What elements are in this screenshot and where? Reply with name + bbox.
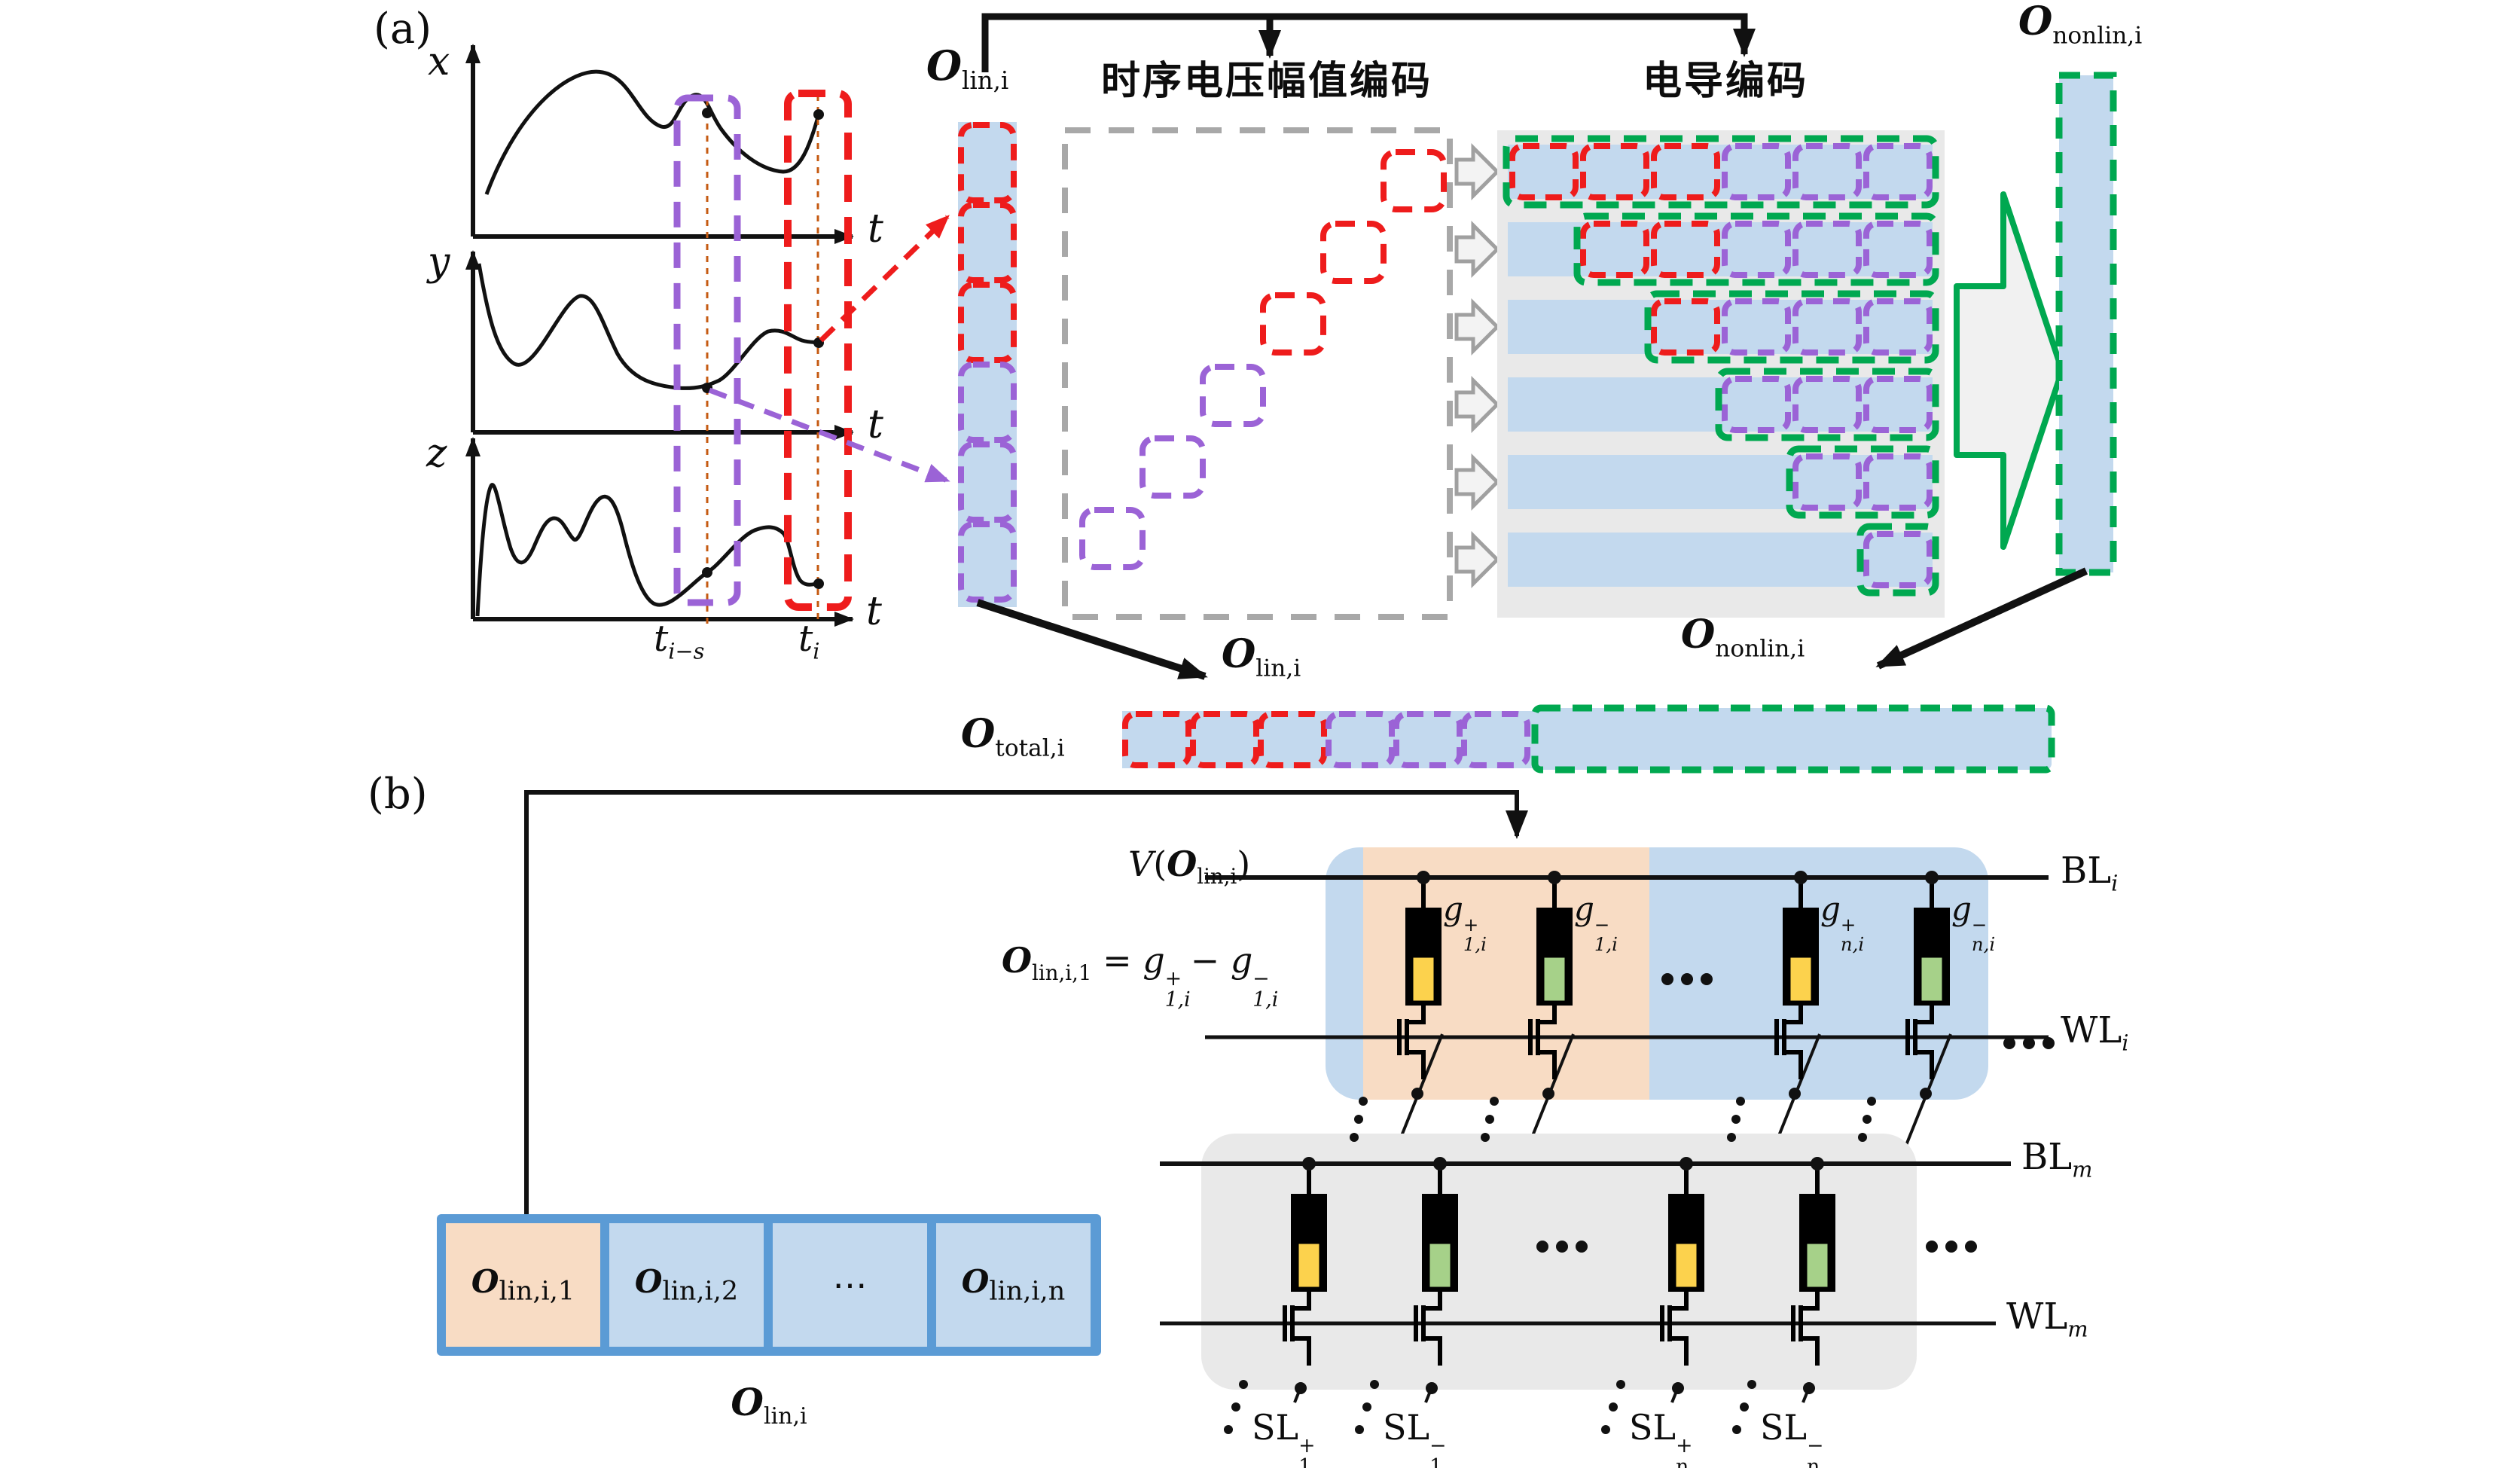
olin-column-vector bbox=[958, 122, 1017, 607]
sl1-plus-label: SL +1 bbox=[1252, 1407, 1316, 1468]
axis-label-y: y bbox=[428, 240, 450, 285]
bracket-a bbox=[981, 13, 1756, 72]
gn-minus-label: g − n,i bbox=[1951, 890, 1996, 956]
panel-b-tag: (b) bbox=[368, 770, 428, 819]
wordline-m-label: WLm bbox=[2006, 1296, 2088, 1342]
sln-plus-label: SL + n bbox=[1629, 1407, 1693, 1468]
wordline-i-label: WLi bbox=[2061, 1009, 2129, 1056]
vector-caption: Olin,i bbox=[731, 1380, 807, 1430]
sl1-minus-label: SL −1 bbox=[1383, 1407, 1447, 1468]
vector-cell-n: Olin,i,n bbox=[961, 1263, 1066, 1307]
arrow-purple-sample bbox=[708, 387, 950, 484]
bracket-b bbox=[524, 790, 1528, 1214]
gn-plus-label: g + n,i bbox=[1820, 890, 1865, 956]
window-purple bbox=[673, 94, 741, 606]
sample-dots bbox=[702, 108, 824, 589]
axis-label-x: x bbox=[428, 39, 450, 84]
matrix-red-cells bbox=[1509, 143, 1720, 356]
axis-label-t1: t bbox=[868, 206, 883, 252]
bitline-contact-dots bbox=[1295, 871, 1939, 1394]
olin-row-vector bbox=[437, 1214, 1101, 1356]
plot-z-axes bbox=[465, 437, 854, 627]
signal-x-curve bbox=[484, 69, 821, 195]
axis-label-t3: t bbox=[866, 589, 882, 634]
matrix-purple-cells bbox=[1722, 143, 1933, 588]
nonlinear-readout-arrow bbox=[1954, 191, 2065, 550]
ononlin-column-vector bbox=[2055, 72, 2117, 576]
input-voltage-label: V(Olin,i) bbox=[1128, 844, 1251, 890]
g1-plus-label: g +1,i bbox=[1443, 890, 1487, 956]
row-chevron-arrows bbox=[1457, 148, 1497, 584]
ototal-row-vector bbox=[1122, 704, 2055, 774]
signal-z-curve bbox=[475, 483, 819, 617]
ononlin-annotation-label: Ononlin,i bbox=[1681, 612, 1805, 663]
axis-label-z: z bbox=[426, 431, 447, 476]
conductance-encoding-title: 电导编码 bbox=[1643, 59, 1809, 104]
panel-a-tag: (a) bbox=[374, 5, 432, 53]
vector-cell-ellipsis: ⋯ bbox=[832, 1265, 868, 1305]
olin-title: Olin,i bbox=[926, 41, 1009, 95]
window-red bbox=[784, 90, 852, 611]
ononlin-title: Ononlin,i bbox=[2018, 0, 2143, 50]
ellipsis-dots bbox=[1224, 973, 2055, 1434]
sln-minus-label: SL − n bbox=[1760, 1407, 1824, 1468]
plot-x-axes bbox=[465, 44, 854, 244]
conductance-matrix bbox=[1497, 130, 1945, 618]
arrow-olin-label bbox=[976, 599, 1208, 680]
voltage-encoding-title: 时序电压幅值编码 bbox=[1101, 59, 1433, 104]
crossbar-row-m-box bbox=[1201, 1134, 1917, 1390]
vector-cell-2: Olin,i,2 bbox=[634, 1263, 739, 1307]
arrow-ononlin-label bbox=[1875, 567, 2088, 670]
matrix-green-windows bbox=[1503, 135, 1939, 597]
g1-minus-label: g −1,i bbox=[1574, 890, 1618, 956]
signal-y-curve bbox=[477, 263, 819, 390]
conductance-formula: Olin,i,1 = g +1,i − g −1,i bbox=[1002, 940, 1279, 1012]
arrow-red-sample bbox=[819, 215, 950, 343]
axis-label-t2: t bbox=[868, 402, 883, 447]
voltage-encoding-box bbox=[1062, 127, 1453, 620]
bitline-m-label: BLm bbox=[2021, 1136, 2093, 1183]
time-label-t-cur: ti bbox=[798, 618, 820, 664]
ototal-label: Ototal,i bbox=[961, 711, 1065, 762]
plot-y-axes bbox=[465, 250, 854, 440]
olin-annotation-label: Olin,i bbox=[1222, 631, 1301, 682]
bitline-i-label: BLi bbox=[2061, 850, 2119, 896]
time-label-t-prev: ti−s bbox=[654, 618, 705, 664]
vector-cell-1: Olin,i,1 bbox=[471, 1263, 575, 1307]
